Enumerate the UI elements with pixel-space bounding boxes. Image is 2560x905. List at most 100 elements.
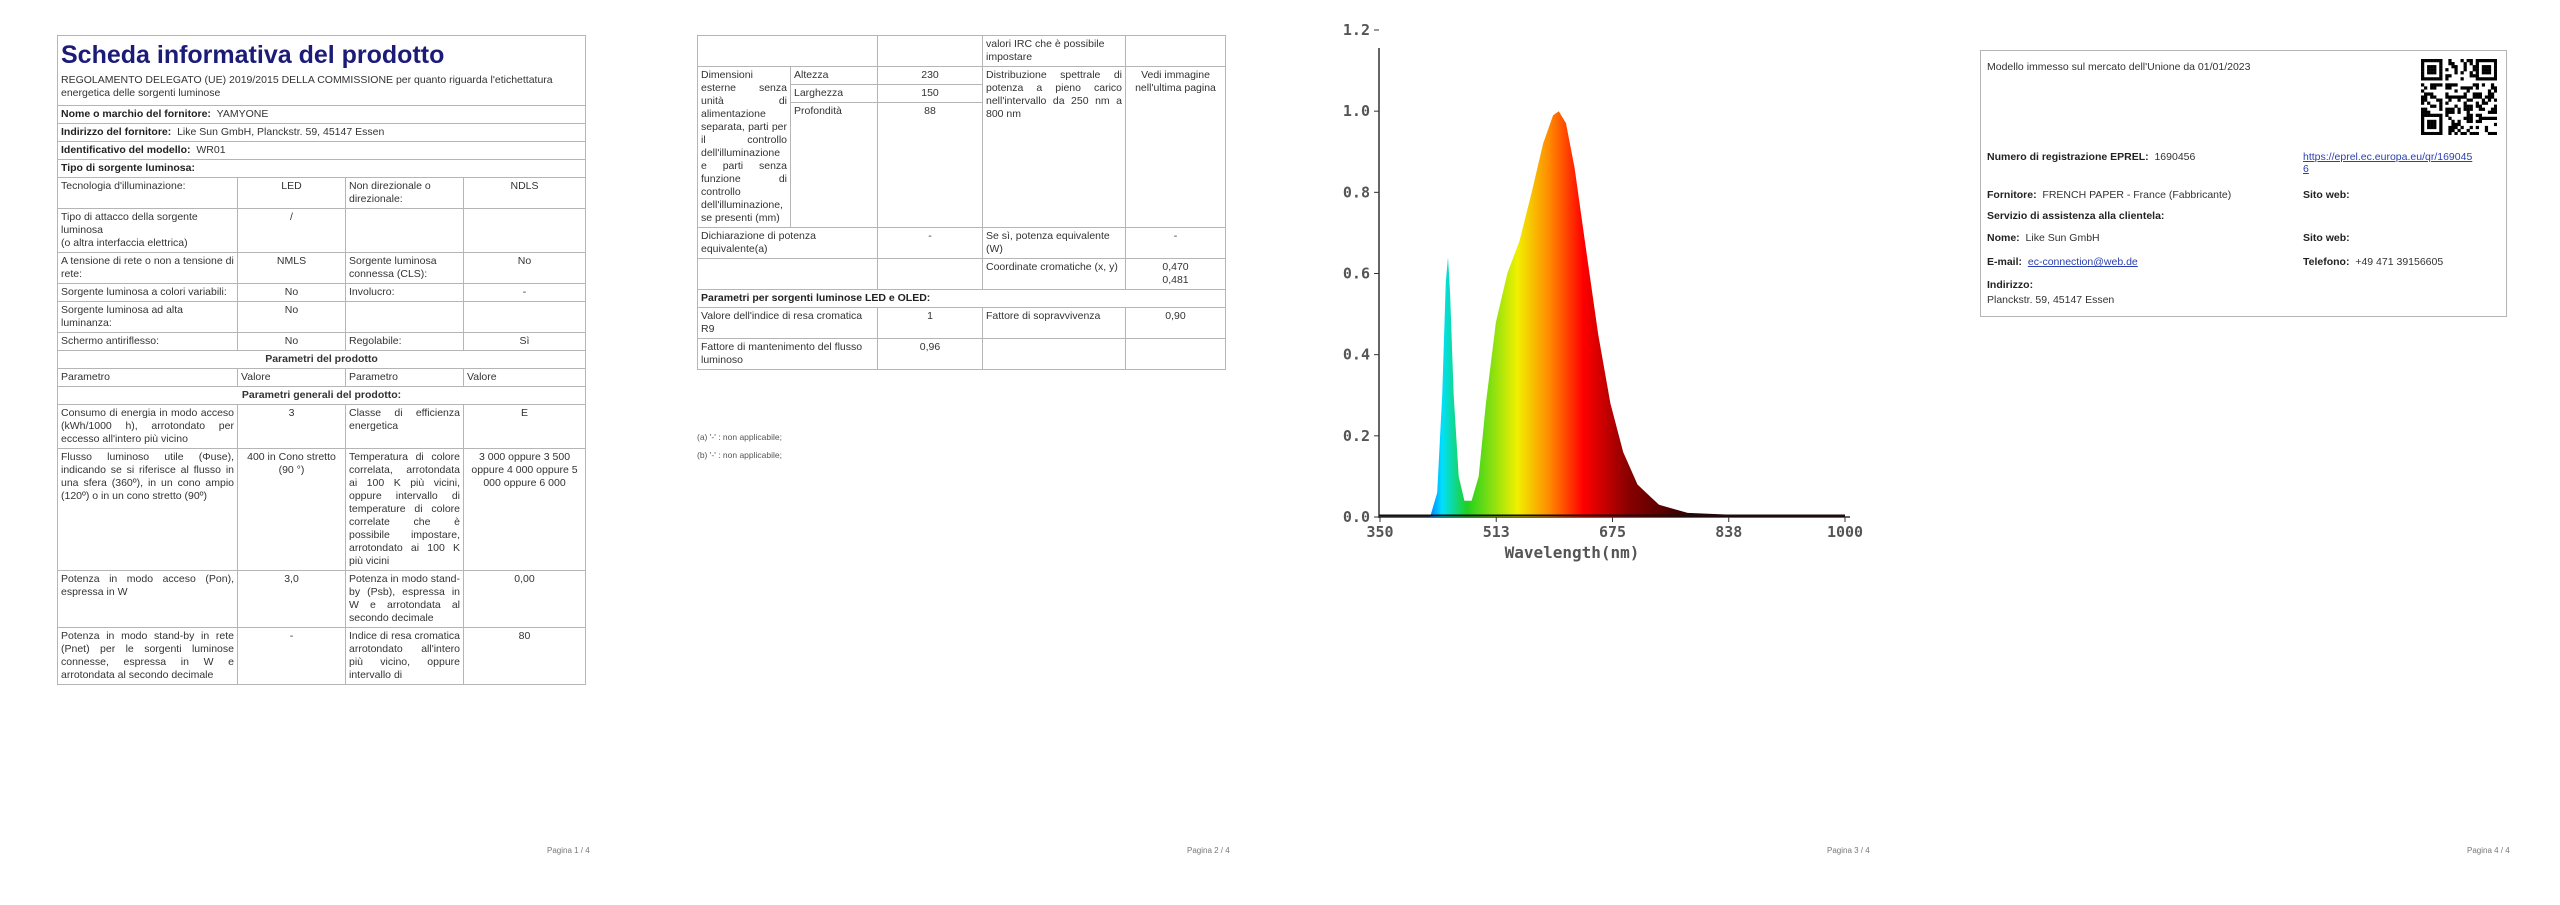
qr-module [2448,128,2452,133]
tbody: valori IRC che è possibile impostare Dim… [697,35,1226,370]
table-row: Flusso luminoso utile (Φuse), indicando … [57,448,587,571]
equivalent-power: Se sì, potenza equivalente (W) [982,227,1126,259]
qr-module [2430,131,2434,135]
qr-module [2439,122,2443,127]
rows: Profondità [790,102,878,228]
value: Planckstr. 59, 45147 Essen [1987,294,2115,306]
qr-module [2430,119,2434,124]
qr-module [2457,107,2461,111]
qr-module [2421,119,2425,124]
y-tick-label: 0.2 [1343,427,1370,445]
qr-module [2427,113,2431,117]
qr-module [2475,68,2479,72]
table-row: Scheda informativa del prodotto REGOLAMEN… [57,35,587,106]
qr-module [2466,110,2470,114]
continued-row: valori IRC che è possibile impostare [982,35,1126,67]
page-number: Pagina 2 / 4 [1187,846,1230,855]
qr-module [2445,74,2449,78]
span: Nome: Like Sun GmbH [1987,232,2100,244]
qr-module [2493,104,2497,108]
qr-module [2469,119,2473,124]
qr-module [2439,62,2443,66]
qr-module [2445,110,2449,114]
qr-module [2451,110,2455,114]
qr-module [2433,113,2437,117]
qr-module [2430,86,2434,90]
table-row: Valore dell'indice di resa cromatica R9 1… [697,307,1226,339]
qr-module [2475,101,2479,105]
qr-module [2457,122,2461,127]
value: Like Sun GmbH [2025,232,2100,244]
qr-module [2493,59,2497,63]
value: Like Sun GmbH, Planckstr. 59, 45147 Esse… [177,126,385,138]
eprel-link[interactable]: https://eprel.ec.europa.eu/qr/1690456 [2303,151,2473,175]
qr-module [2451,83,2455,87]
type-rows: Sorgente luminosa ad alta luminanza: [57,301,238,333]
qr-module [2475,92,2479,96]
qr-module [2436,83,2440,87]
type-rows: Sorgente luminosa connessa (CLS): [345,252,464,284]
qr-module [2424,77,2428,81]
qr-module [2454,131,2458,135]
equivalent-power: - [1125,227,1226,259]
table-row: Fattore di mantenimento del flusso lumin… [697,338,1226,370]
label: Dimensioni esterne senza unità di alimen… [697,66,791,228]
param-rows: Potenza in modo stand-by (Psb), espressa… [345,570,464,628]
page-4: Modello immesso sul mercato dell'Unione … [1920,0,2560,905]
qr-module [2451,122,2455,127]
qr-module [2463,104,2467,108]
qr-module [2457,98,2461,102]
qr-module [2430,125,2434,130]
qr-module [2439,116,2443,120]
qr-module [2427,131,2431,135]
table-row: Coordinate cromatiche (x, y) 0,470 0,481 [697,258,1226,290]
qr-module [2448,110,2452,114]
qr-module [2430,104,2434,108]
qr-module [2469,107,2473,111]
qr-module [2481,107,2486,111]
table-cell [345,301,464,333]
table-cell [697,258,878,290]
table-cell [697,35,878,67]
qr-module [2421,83,2425,87]
qr-module [2430,71,2434,75]
qr-module [2481,77,2486,81]
qr-module [2469,113,2473,117]
type-rows: A tensione di rete o non a tensione di r… [57,252,238,284]
qr-module [2421,77,2425,81]
qr-module [2445,68,2449,72]
y-tick-label: 0.8 [1343,183,1370,201]
qr-module [2487,98,2492,102]
param-rows: Potenza in modo stand-by in rete (Pnet) … [57,627,238,685]
label: Nome o marchio del fornitore: [61,108,211,120]
qr-module [2439,83,2443,87]
qr-module [2493,98,2497,102]
customer-service: Servizio di assistenza alla clientela: [1987,210,2165,222]
qr-module [2484,71,2489,75]
qr-module [2466,86,2470,90]
qr-module [2448,83,2452,87]
qr-module [2490,110,2495,114]
email-link[interactable]: ec-connection@web.de [2027,256,2138,268]
general-params: Parametri generali del prodotto: [57,386,587,405]
qr-module [2478,77,2482,81]
qr-module [2433,119,2437,124]
page-number: Pagina 4 / 4 [2467,846,2510,855]
qr-module [2427,68,2431,72]
rows: Altezza [790,66,878,85]
led-rows: Valore dell'indice di resa cromatica R9 [697,307,878,339]
qr-module [2469,62,2473,66]
qr-module [2463,131,2467,135]
qr-module [2490,83,2495,87]
value: YAMYONE [216,108,269,120]
qr-module [2460,77,2464,81]
label: Nome: [1987,232,2020,244]
value: FRENCH PAPER - France (Fabbricante) [2042,189,2232,201]
table-cell [462,301,587,333]
qr-module [2445,92,2449,96]
qr-module [2460,131,2464,135]
footnote: (a) '-' : non applicabile; [697,432,782,442]
qr-module [2481,68,2486,72]
type-rows: - [462,283,587,302]
